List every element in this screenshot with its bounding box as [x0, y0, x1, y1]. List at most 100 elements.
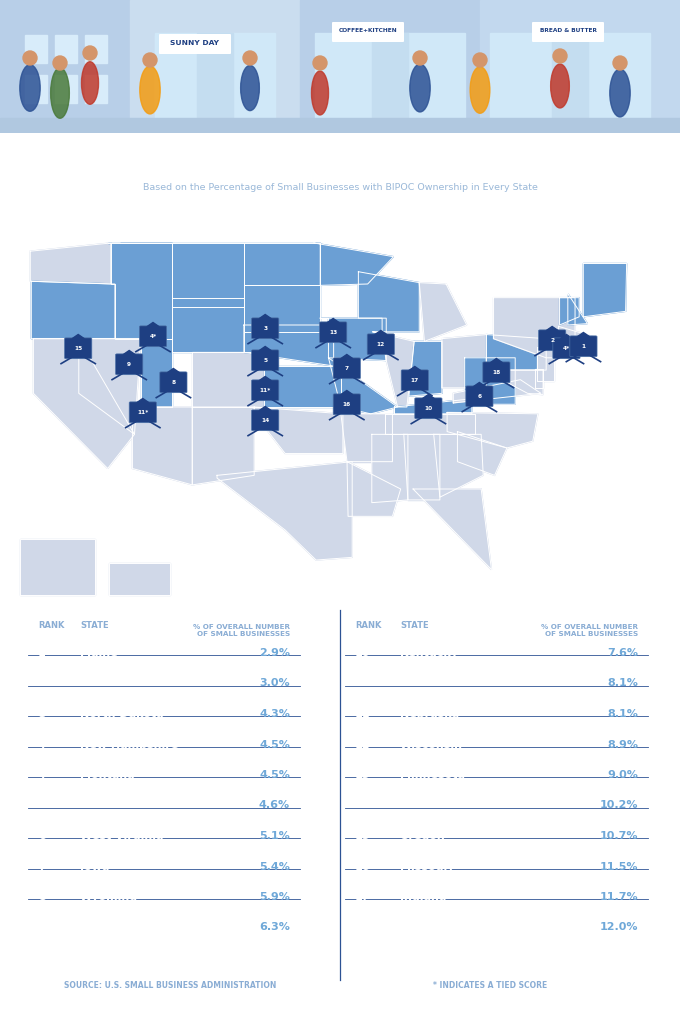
FancyBboxPatch shape	[367, 334, 394, 354]
Ellipse shape	[551, 65, 569, 108]
Bar	[480, 0, 680, 133]
Polygon shape	[420, 283, 466, 341]
Text: 5.4%: 5.4%	[259, 861, 290, 871]
Text: RANK: RANK	[355, 621, 381, 630]
Ellipse shape	[311, 71, 328, 115]
Text: Wyoming: Wyoming	[80, 892, 138, 902]
Text: 2.9%: 2.9%	[259, 648, 290, 658]
FancyBboxPatch shape	[532, 22, 604, 42]
Text: 2: 2	[550, 338, 554, 343]
Polygon shape	[583, 263, 627, 316]
Bar	[385, 35, 407, 63]
Polygon shape	[167, 369, 180, 373]
FancyBboxPatch shape	[539, 330, 566, 350]
Ellipse shape	[470, 67, 490, 114]
Bar	[535, 75, 557, 103]
Polygon shape	[434, 434, 483, 498]
Polygon shape	[254, 407, 343, 454]
FancyBboxPatch shape	[159, 34, 231, 54]
Polygon shape	[192, 407, 254, 485]
Polygon shape	[496, 370, 543, 394]
Bar	[197, 33, 233, 123]
Text: STATE: STATE	[80, 621, 109, 630]
Bar	[535, 35, 557, 63]
Text: Iowa: Iowa	[80, 861, 109, 871]
Ellipse shape	[50, 68, 69, 118]
FancyBboxPatch shape	[553, 338, 580, 358]
Text: 13: 13	[355, 770, 371, 780]
Text: Missouri: Missouri	[400, 861, 453, 871]
Bar	[325, 75, 347, 103]
Polygon shape	[575, 339, 583, 351]
Polygon shape	[327, 318, 339, 323]
Text: 4.6%: 4.6%	[259, 801, 290, 811]
Circle shape	[413, 51, 427, 65]
Text: 7.6%: 7.6%	[607, 648, 638, 658]
Circle shape	[473, 53, 487, 67]
Polygon shape	[560, 298, 579, 325]
Bar	[185, 75, 207, 103]
Polygon shape	[133, 407, 192, 485]
Polygon shape	[107, 243, 171, 339]
Text: 4.5%: 4.5%	[259, 770, 290, 780]
Polygon shape	[147, 323, 159, 327]
Text: 10.2%: 10.2%	[600, 801, 638, 811]
Polygon shape	[556, 337, 576, 352]
Bar	[385, 75, 407, 103]
Bar	[490, 33, 650, 123]
Bar	[300, 0, 480, 133]
Polygon shape	[120, 243, 244, 307]
Text: 8: 8	[171, 380, 175, 385]
Bar	[215, 35, 237, 63]
Polygon shape	[347, 462, 401, 516]
Polygon shape	[385, 414, 475, 434]
Text: 11*: 11*	[355, 709, 376, 719]
Text: 9.0%: 9.0%	[607, 770, 638, 780]
Bar	[0, 118, 680, 133]
Polygon shape	[244, 325, 334, 366]
Circle shape	[313, 56, 327, 70]
Polygon shape	[560, 335, 573, 339]
Text: 3.0%: 3.0%	[259, 679, 290, 688]
Polygon shape	[341, 414, 392, 462]
Text: 11*: 11*	[260, 388, 271, 393]
Bar	[85, 35, 107, 63]
Polygon shape	[31, 243, 111, 284]
Text: 11.5%: 11.5%	[600, 861, 638, 871]
Text: 3: 3	[38, 709, 46, 719]
Polygon shape	[447, 413, 538, 449]
Bar	[355, 35, 377, 63]
Text: North Dakota: North Dakota	[80, 709, 164, 719]
FancyBboxPatch shape	[65, 338, 92, 358]
FancyBboxPatch shape	[333, 394, 360, 415]
Text: 11*: 11*	[355, 679, 376, 688]
Text: 12.0%: 12.0%	[600, 923, 638, 933]
Polygon shape	[341, 354, 353, 358]
Text: 6: 6	[38, 831, 46, 841]
Text: 5: 5	[38, 801, 46, 811]
Text: RANK: RANK	[38, 621, 65, 630]
Text: 8.1%: 8.1%	[607, 709, 638, 719]
Circle shape	[53, 56, 67, 70]
Text: South Dakota: South Dakota	[80, 801, 165, 811]
Ellipse shape	[82, 61, 99, 104]
Text: SUNNY DAY: SUNNY DAY	[171, 40, 220, 46]
Text: 17: 17	[355, 892, 371, 902]
FancyBboxPatch shape	[129, 401, 156, 423]
Polygon shape	[137, 398, 149, 402]
Text: Minnesota: Minnesota	[400, 770, 465, 780]
Text: Kansas: Kansas	[400, 801, 445, 811]
FancyBboxPatch shape	[252, 380, 279, 400]
Text: 15: 15	[74, 346, 82, 351]
Text: 7: 7	[38, 861, 46, 871]
Text: 5: 5	[263, 357, 267, 362]
Bar	[55, 35, 77, 63]
FancyBboxPatch shape	[332, 22, 404, 42]
Text: West Virginia: West Virginia	[80, 831, 163, 841]
Polygon shape	[72, 335, 84, 339]
Text: 4.3%: 4.3%	[259, 709, 290, 719]
Polygon shape	[33, 339, 135, 469]
Text: 18: 18	[492, 370, 500, 375]
Text: 9: 9	[127, 361, 131, 367]
Polygon shape	[373, 332, 414, 407]
